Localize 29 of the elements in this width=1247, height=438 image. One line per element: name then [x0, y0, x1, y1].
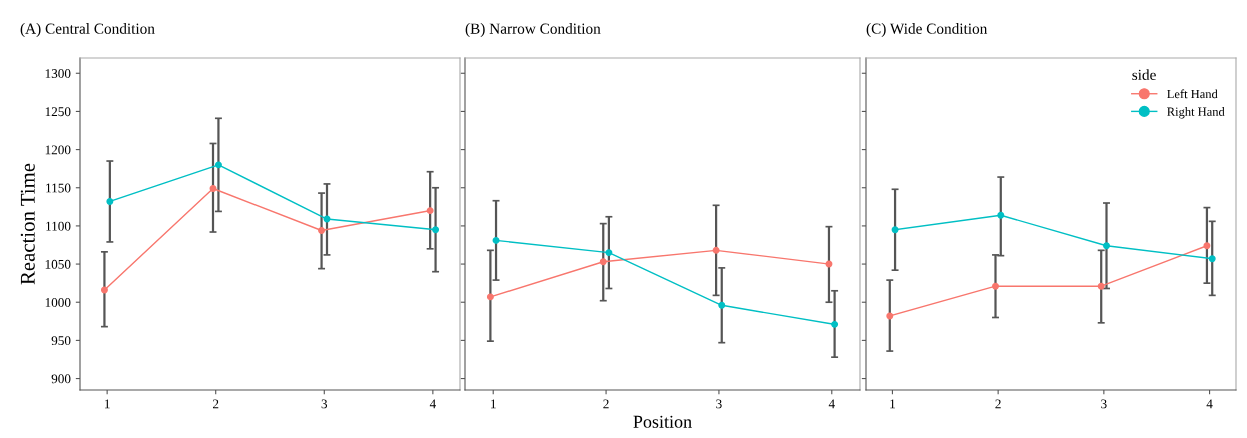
y-axis-title: Reaction Time	[20, 163, 35, 285]
x-tick-label: 4	[429, 399, 436, 409]
legend-title: side	[1132, 69, 1156, 80]
y-tick-label: 1300	[45, 69, 71, 78]
x-tick-label: 2	[212, 399, 219, 409]
x-axis-title: Position	[633, 415, 692, 428]
legend-label: Left Hand	[1167, 89, 1218, 99]
y-tick-label: 1150	[46, 183, 71, 193]
x-tick-label: 3	[716, 399, 722, 409]
x-tick-label: 2	[603, 399, 609, 409]
y-tick-label: 900	[51, 374, 71, 384]
y-tick-label: 950	[51, 336, 71, 346]
chart-title: (B) Narrow Condition	[465, 23, 601, 37]
x-tick-label: 1	[105, 399, 110, 409]
y-tick-label: 1000	[45, 298, 71, 307]
x-tick-label: 1	[491, 399, 496, 409]
y-tick-label: 1100	[46, 221, 71, 231]
chart-title: (C) Wide Condition	[866, 23, 988, 37]
chart-title: (A) Central Condition	[20, 23, 155, 37]
y-tick-label: 1200	[45, 145, 71, 155]
x-tick-label: 3	[321, 399, 328, 409]
y-tick-label: 1250	[45, 107, 71, 117]
x-tick-label: 4	[828, 399, 835, 409]
x-tick-label: 4	[1206, 399, 1213, 409]
x-tick-label: 1	[890, 399, 895, 409]
x-tick-label: 2	[995, 399, 1001, 409]
x-tick-label: 3	[1101, 399, 1107, 409]
legend-label: Right Hand	[1167, 107, 1225, 119]
y-tick-label: 1050	[45, 259, 71, 269]
